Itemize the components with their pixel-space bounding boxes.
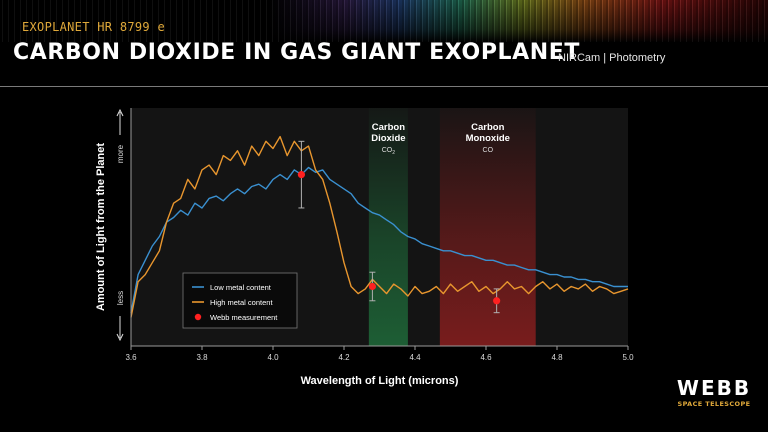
page-title: CARBON DIOXIDE IN GAS GIANT EXOPLANET — [13, 40, 581, 65]
x-tick-label: 4.2 — [338, 353, 350, 362]
band-label: Carbon — [372, 122, 405, 133]
y-less-label: less — [116, 291, 125, 305]
band-label: Carbon — [471, 122, 504, 133]
instrument-label: NIRCam | Photometry — [558, 52, 666, 64]
band-formula: CO2 — [382, 147, 396, 156]
webb-measurement-point — [493, 297, 501, 305]
band-formula: CO — [483, 147, 494, 154]
webb-logo-subtitle: SPACE TELESCOPE — [677, 400, 751, 408]
webb-measurement-point — [297, 171, 305, 179]
spectrum-header-band — [0, 0, 768, 42]
x-tick-label: 5.0 — [622, 353, 634, 362]
absorption-band — [368, 108, 408, 346]
model-series — [130, 135, 629, 318]
legend-label: Webb measurement — [210, 313, 278, 322]
y-more-label: more — [116, 144, 125, 163]
absorption-band — [439, 108, 536, 346]
series-line-high-metal — [130, 135, 629, 318]
x-tick-label: 3.8 — [196, 353, 208, 362]
webb-logo: WEBB SPACE TELESCOPE — [668, 378, 760, 408]
webb-measurement-point — [368, 282, 376, 291]
series-line-low-metal — [130, 166, 628, 313]
x-tick-label: 4.8 — [551, 353, 563, 362]
band-label: Monoxide — [466, 133, 510, 144]
legend-label: Low metal content — [210, 283, 272, 292]
more-arrowhead-icon — [116, 108, 124, 117]
webb-logo-word: WEBB — [676, 376, 752, 400]
x-tick-label: 4.4 — [409, 353, 421, 362]
legend-swatch — [194, 313, 202, 321]
y-axis-label: Amount of Light from the Planet — [95, 143, 107, 311]
x-tick-label: 4.0 — [267, 353, 279, 362]
x-tick-label: 3.6 — [125, 353, 137, 362]
axes: 3.6 3.8 4.0 4.2 4.4 4.6 4.8 5.0 Wavelength of Li… — [95, 108, 634, 387]
band-label: Dioxide — [371, 133, 405, 144]
x-axis-label: Wavelength of Light (microns) — [301, 375, 459, 387]
less-arrowhead-icon — [116, 333, 124, 342]
legend-label: High metal content — [210, 298, 273, 307]
webb-measurements — [297, 140, 501, 314]
subtitle: EXOPLANET HR 8799 e — [22, 20, 165, 34]
legend: Low metal content High metal content Webb … — [182, 272, 298, 329]
x-tick-label: 4.6 — [480, 353, 492, 362]
legend-box — [182, 272, 298, 329]
header-divider — [0, 86, 768, 87]
